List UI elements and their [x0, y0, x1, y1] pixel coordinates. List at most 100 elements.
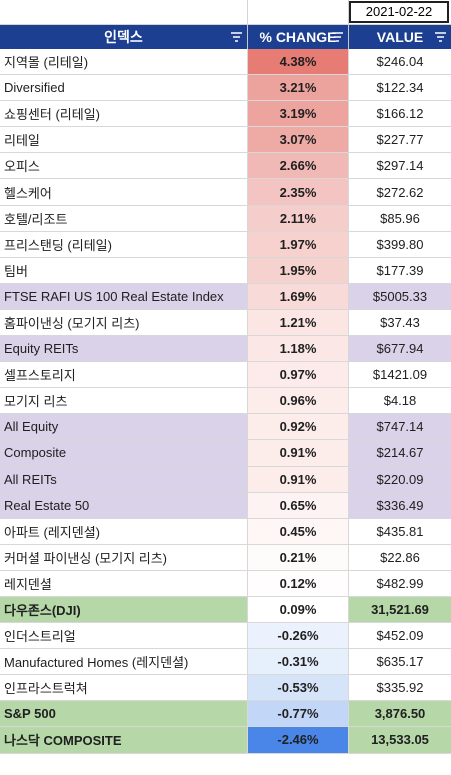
index-name-cell[interactable]: Real Estate 50: [0, 492, 248, 518]
value-cell[interactable]: $635.17: [376, 654, 424, 670]
change-cell[interactable]: 1.69%: [248, 283, 349, 309]
index-name-cell[interactable]: 모기지 리츠: [0, 388, 248, 414]
column-header-change[interactable]: % CHANGE: [248, 25, 349, 49]
index-name-cell[interactable]: S&P 500: [0, 701, 248, 727]
value-cell[interactable]: $1421.09: [372, 367, 428, 383]
index-name-cell[interactable]: 레지덴셜: [0, 570, 248, 596]
value-cell[interactable]: $335.92: [376, 680, 424, 696]
empty-cell[interactable]: [248, 0, 349, 24]
index-name-cell[interactable]: 리테일: [0, 127, 248, 153]
value-cell[interactable]: $220.09: [349, 466, 451, 492]
index-name-cell[interactable]: 프리스탠딩 (리테일): [0, 231, 248, 257]
change-cell[interactable]: 3.21%: [248, 75, 349, 101]
change-cell[interactable]: 1.97%: [248, 231, 349, 257]
index-name-cell[interactable]: 팀버: [0, 257, 248, 283]
change-cell[interactable]: 0.09%: [248, 596, 349, 623]
change-cell[interactable]: 3.07%: [248, 127, 349, 153]
value-cell[interactable]: $297.14: [376, 158, 424, 174]
empty-cell[interactable]: [0, 0, 248, 24]
filter-icon[interactable]: [331, 30, 344, 44]
value-cell[interactable]: $399.80: [376, 236, 424, 252]
change-cell[interactable]: 2.35%: [248, 179, 349, 205]
column-header-value[interactable]: VALUE: [349, 25, 451, 49]
value-cell[interactable]: $166.12: [376, 106, 424, 122]
change-cell[interactable]: 2.66%: [248, 153, 349, 179]
index-name-cell[interactable]: Diversified: [0, 75, 248, 101]
column-header-index[interactable]: 인덱스: [0, 25, 248, 49]
change-cell[interactable]: 2.11%: [248, 205, 349, 231]
change-cell[interactable]: 0.12%: [248, 570, 349, 596]
index-name-cell[interactable]: 인더스트리얼: [0, 623, 248, 649]
table-row: All REITs 0.91% $220.09: [0, 466, 451, 493]
change-cell[interactable]: 0.97%: [248, 362, 349, 388]
header-row: 인덱스 % CHANGE VALUE: [0, 25, 451, 49]
change-cell[interactable]: -0.26%: [248, 623, 349, 649]
index-name-cell[interactable]: FTSE RAFI US 100 Real Estate Index: [0, 283, 248, 309]
filter-icon[interactable]: [434, 30, 447, 44]
value-cell[interactable]: $246.04: [376, 54, 424, 70]
table-row: 모기지 리츠 0.96% $4.18: [0, 388, 451, 415]
change-cell[interactable]: 0.65%: [248, 492, 349, 518]
value-cell[interactable]: $5005.33: [349, 283, 451, 309]
value-cell[interactable]: 3,876.50: [349, 701, 451, 727]
change-cell[interactable]: 1.21%: [248, 309, 349, 336]
change-cell[interactable]: 3.19%: [248, 101, 349, 127]
value-cell[interactable]: $336.49: [349, 492, 451, 518]
table-row: 헬스케어 2.35% $272.62: [0, 179, 451, 206]
change-cell[interactable]: 0.45%: [248, 518, 349, 544]
index-name-cell[interactable]: 인프라스트럭쳐: [0, 675, 248, 701]
change-cell[interactable]: 0.21%: [248, 544, 349, 570]
value-cell[interactable]: 31,521.69: [349, 596, 451, 623]
table-row: S&P 500 -0.77% 3,876.50: [0, 701, 451, 728]
index-name-cell[interactable]: 쇼핑센터 (리테일): [0, 101, 248, 127]
change-cell[interactable]: 0.96%: [248, 388, 349, 414]
index-name-cell[interactable]: 다우존스(DJI): [0, 596, 248, 623]
value-cell[interactable]: $272.62: [376, 184, 424, 200]
index-name-cell[interactable]: Composite: [0, 440, 248, 466]
index-name-cell[interactable]: 나스닥 COMPOSITE: [0, 727, 248, 753]
value-cell[interactable]: $677.94: [349, 336, 451, 362]
change-cell[interactable]: 1.18%: [248, 336, 349, 362]
value-cell[interactable]: $227.77: [376, 132, 424, 148]
index-name-cell[interactable]: All REITs: [0, 466, 248, 492]
change-cell[interactable]: 0.91%: [248, 466, 349, 492]
index-name-cell[interactable]: All Equity: [0, 414, 248, 440]
change-cell[interactable]: 0.91%: [248, 440, 349, 466]
change-cell[interactable]: -0.53%: [248, 675, 349, 701]
value-cell[interactable]: $435.81: [376, 523, 424, 539]
index-name-cell[interactable]: Equity REITs: [0, 336, 248, 362]
index-name-cell[interactable]: 커머셜 파이낸싱 (모기지 리츠): [0, 544, 248, 570]
value-cell[interactable]: $4.18: [383, 393, 417, 409]
index-name-cell[interactable]: 호텔/리조트: [0, 205, 248, 231]
index-name-cell[interactable]: 아파트 (레지덴셜): [0, 518, 248, 544]
value-cell[interactable]: $37.43: [380, 314, 420, 330]
value-cell[interactable]: $482.99: [376, 575, 424, 591]
change-cell[interactable]: 4.38%: [248, 49, 349, 75]
change-cell[interactable]: 1.95%: [248, 257, 349, 283]
date-cell[interactable]: 2021-02-22: [349, 1, 449, 23]
index-name-cell[interactable]: 홈파이낸싱 (모기지 리츠): [0, 309, 248, 336]
column-header-index-label: 인덱스: [104, 29, 143, 45]
date-row: 2021-02-22: [0, 0, 451, 25]
change-cell[interactable]: -0.77%: [248, 701, 349, 727]
value-cell[interactable]: $214.67: [349, 440, 451, 466]
value-cell[interactable]: $22.86: [380, 549, 420, 565]
table-row: 팀버 1.95% $177.39: [0, 257, 451, 284]
value-cell[interactable]: $177.39: [376, 262, 424, 278]
change-cell[interactable]: -0.31%: [248, 649, 349, 675]
index-name-cell[interactable]: Manufactured Homes (레지덴셜): [0, 649, 248, 675]
filter-icon[interactable]: [230, 30, 243, 44]
change-cell[interactable]: 0.92%: [248, 414, 349, 440]
value-cell[interactable]: $747.14: [349, 414, 451, 440]
value-cell[interactable]: 13,533.05: [349, 727, 451, 753]
value-cell[interactable]: $85.96: [380, 210, 420, 226]
table-row: 홈파이낸싱 (모기지 리츠) 1.21% $37.43: [0, 309, 451, 337]
index-name-cell[interactable]: 지역몰 (리테일): [0, 49, 248, 75]
table-row: 아파트 (레지덴셜) 0.45% $435.81: [0, 518, 451, 545]
index-name-cell[interactable]: 셀프스토리지: [0, 362, 248, 388]
value-cell[interactable]: $452.09: [376, 628, 424, 644]
change-cell[interactable]: -2.46%: [248, 727, 349, 753]
index-name-cell[interactable]: 헬스케어: [0, 179, 248, 205]
index-name-cell[interactable]: 오피스: [0, 153, 248, 179]
value-cell[interactable]: $122.34: [376, 80, 424, 96]
